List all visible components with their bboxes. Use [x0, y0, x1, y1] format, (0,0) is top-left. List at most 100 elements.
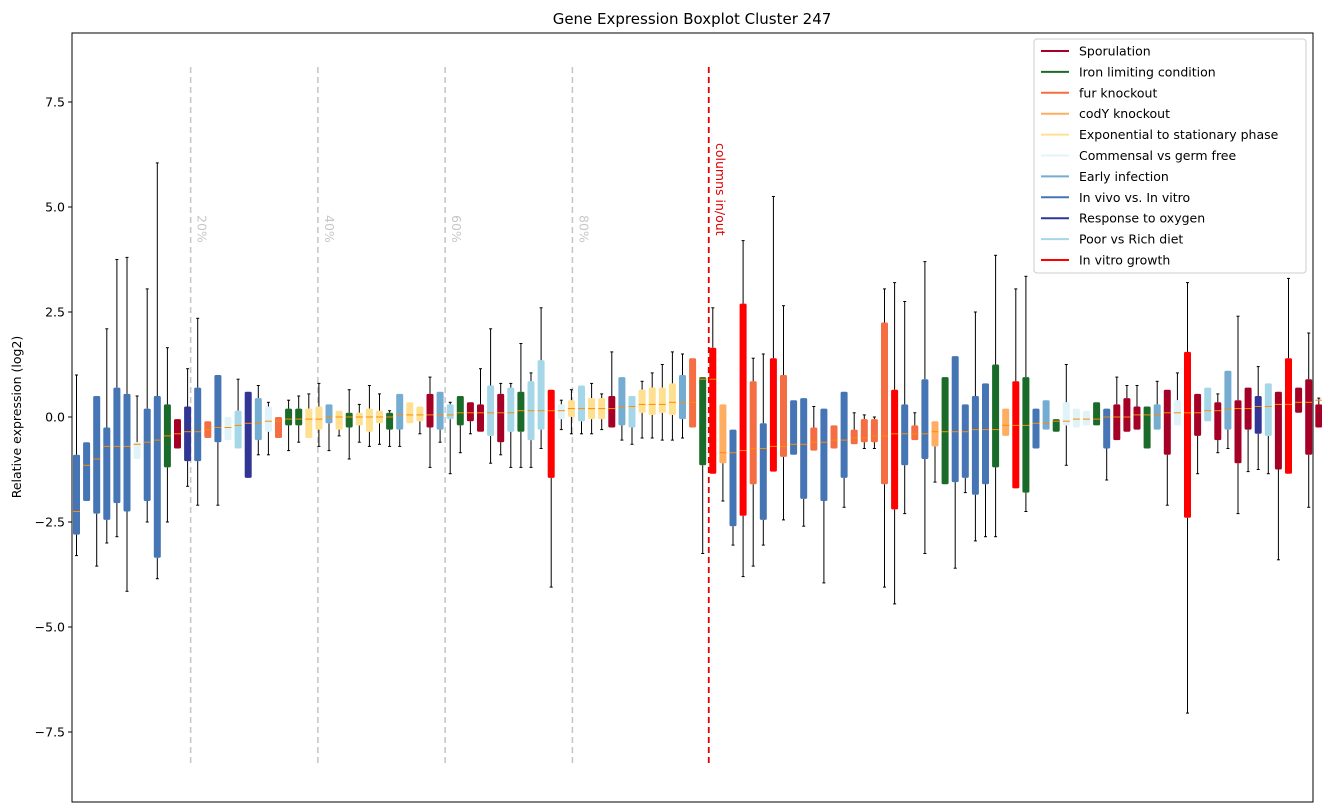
box — [295, 408, 303, 426]
box — [628, 396, 636, 428]
box — [426, 393, 434, 428]
box — [325, 404, 333, 424]
box — [487, 385, 495, 436]
box — [901, 404, 909, 466]
box — [103, 427, 111, 520]
box — [436, 391, 444, 430]
box — [608, 396, 616, 428]
box — [870, 419, 878, 443]
box — [729, 429, 737, 527]
box — [689, 358, 697, 428]
box — [537, 360, 545, 430]
box — [1194, 393, 1202, 436]
box — [365, 408, 373, 432]
box — [1234, 400, 1242, 464]
box — [507, 387, 515, 432]
box — [749, 381, 757, 485]
y-tick-label: 5.0 — [45, 200, 65, 215]
legend-label: Iron limiting condition — [1079, 64, 1216, 79]
box — [1305, 379, 1313, 455]
box — [1214, 402, 1222, 441]
y-tick-label: −2.5 — [35, 515, 65, 530]
box — [244, 391, 252, 478]
box — [941, 377, 949, 485]
box — [335, 410, 343, 430]
box — [921, 379, 929, 459]
box — [759, 423, 767, 520]
box — [254, 398, 262, 441]
legend-label: codY knockout — [1079, 106, 1170, 121]
box — [810, 427, 818, 451]
box — [305, 408, 313, 438]
box — [1052, 419, 1060, 432]
box — [123, 393, 131, 512]
box — [406, 402, 414, 424]
box — [668, 383, 676, 415]
box — [709, 347, 717, 474]
box — [416, 406, 424, 422]
box — [285, 408, 293, 426]
percent-label: 20% — [195, 215, 210, 243]
box — [1315, 404, 1322, 428]
box — [820, 408, 828, 501]
y-tick-label: −7.5 — [35, 725, 65, 740]
box — [153, 396, 161, 558]
box — [1133, 406, 1141, 430]
box — [881, 322, 888, 485]
box — [1072, 408, 1080, 428]
box — [1022, 377, 1030, 493]
y-tick-label: 2.5 — [45, 305, 65, 320]
legend-label: Poor vs Rich diet — [1079, 232, 1183, 247]
box — [214, 375, 222, 443]
box — [194, 387, 202, 462]
box — [1264, 383, 1272, 436]
box — [961, 404, 969, 478]
legend-box — [1033, 38, 1307, 274]
box — [992, 364, 1000, 468]
box — [234, 410, 242, 449]
box — [133, 442, 141, 459]
box — [1093, 402, 1101, 426]
columns-inout-label: columns in/out — [713, 143, 728, 236]
percent-label: 80% — [576, 215, 591, 243]
box — [1254, 396, 1262, 434]
box — [840, 391, 848, 478]
box — [1143, 406, 1151, 449]
box — [1163, 389, 1171, 455]
legend-label: fur knockout — [1079, 85, 1157, 100]
box — [891, 389, 899, 510]
y-tick-label: −5.0 — [35, 620, 65, 635]
box — [1083, 410, 1090, 426]
box — [638, 389, 646, 413]
legend: Sporulation Iron limiting condition fur kn… — [1033, 38, 1307, 274]
y-axis-label: Relative expression (log2) — [9, 336, 24, 499]
box — [618, 377, 626, 426]
percent-label: 40% — [322, 215, 337, 243]
box — [466, 402, 474, 422]
whiskers — [75, 162, 1321, 714]
legend-label: Response to oxygen — [1079, 211, 1205, 226]
box — [578, 385, 585, 422]
box — [1062, 402, 1070, 426]
box — [1032, 408, 1040, 449]
box — [1123, 398, 1131, 432]
legend-label: Commensal vs germ free — [1079, 148, 1236, 163]
box — [830, 425, 838, 449]
box — [264, 406, 272, 432]
box — [800, 398, 808, 499]
box — [658, 387, 666, 413]
box — [699, 377, 707, 466]
box — [679, 375, 686, 420]
box — [1274, 391, 1282, 470]
box — [1153, 404, 1161, 430]
box — [93, 396, 101, 514]
box — [1295, 387, 1303, 413]
box — [1103, 408, 1111, 449]
box — [557, 404, 565, 420]
box — [497, 393, 505, 443]
box — [345, 412, 353, 428]
chart-title: Gene Expression Boxplot Cluster 247 — [553, 10, 832, 28]
box — [1184, 351, 1191, 518]
medians — [73, 378, 1322, 512]
